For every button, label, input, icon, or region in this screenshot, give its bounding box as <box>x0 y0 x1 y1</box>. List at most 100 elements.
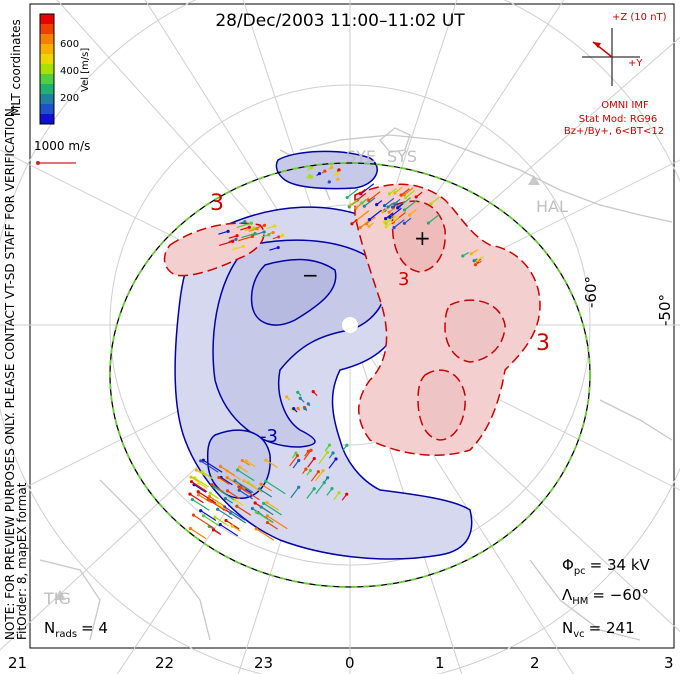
contour-label-pos-1: 3 <box>210 191 224 216</box>
velocity-vector <box>389 207 402 218</box>
velocity-vector-origin <box>472 259 476 263</box>
fit-order-notice: FitOrder: 8, mapEX format <box>15 482 29 640</box>
velocity-vector-origin <box>228 511 233 515</box>
velocity-vector <box>290 486 300 499</box>
velocity-vector-origin <box>358 225 362 230</box>
velocity-vector-origin <box>384 221 388 226</box>
velocity-vector-origin <box>202 514 206 518</box>
velocity-vector <box>192 498 210 511</box>
velocity-vector-origin <box>216 507 220 511</box>
velocity-vector-origin <box>296 406 300 411</box>
imf-vector-head <box>593 42 601 48</box>
velocity-vector-origin <box>265 520 270 525</box>
velocity-vector-origin <box>250 234 254 239</box>
velocity-vectors <box>188 165 484 541</box>
velocity-vector <box>368 209 382 221</box>
pole-marker <box>342 317 358 333</box>
velocity-vector-origin <box>207 494 212 499</box>
velocity-vector <box>234 480 254 493</box>
velocity-vector <box>214 516 229 527</box>
velocity-vector-origin <box>249 221 254 225</box>
velocity-vector-origin <box>264 479 268 483</box>
velocity-vector <box>200 460 219 473</box>
velocity-vector-origin <box>253 501 257 505</box>
velocity-vector-origin <box>326 476 330 480</box>
velocity-vector-origin <box>196 493 201 497</box>
velocity-vector-origin <box>190 497 194 502</box>
velocity-vector-origin <box>247 225 251 229</box>
velocity-vector <box>318 451 328 464</box>
mlt-label-22: 22 <box>155 654 174 672</box>
velocity-vector <box>359 220 370 228</box>
velocity-colorbar: 600 400 200 Vel [m/s] <box>39 13 91 125</box>
velocity-vector-origin <box>345 443 349 447</box>
velocity-vector-origin <box>311 390 315 394</box>
colorbar-cell <box>40 84 54 95</box>
velocity-vector-origin <box>336 177 340 181</box>
velocity-vector-origin <box>276 245 280 250</box>
velocity-vector <box>236 505 252 516</box>
velocity-vector-origin <box>189 480 194 484</box>
velocity-vector <box>255 528 275 541</box>
station-label-sye: SYE <box>346 147 376 166</box>
velocity-vector-origin <box>233 479 237 483</box>
velocity-vector-origin <box>303 406 307 411</box>
mlt-label-2: 2 <box>530 654 540 672</box>
velocity-vector-origin <box>259 482 263 486</box>
velocity-vector <box>315 482 325 495</box>
velocity-vector <box>189 493 204 504</box>
velocity-vector <box>194 477 209 488</box>
velocity-vector-origin <box>234 237 238 242</box>
velocity-vector <box>263 502 283 516</box>
velocity-vector-origin <box>384 216 388 221</box>
velocity-vector-origin <box>390 205 395 209</box>
velocity-vector-origin <box>350 222 354 226</box>
velocity-vector <box>360 183 375 195</box>
velocity-vector-origin <box>192 476 197 480</box>
potential-min-marker: − <box>302 263 319 287</box>
velocity-vector <box>404 199 418 211</box>
velocity-vector-origin <box>367 224 371 229</box>
velocity-vector-origin <box>277 235 281 239</box>
velocity-vector-origin <box>392 226 396 230</box>
velocity-vector-origin <box>362 204 366 208</box>
velocity-vector-origin <box>252 226 256 230</box>
velocity-vector-origin <box>330 165 334 169</box>
velocity-vector <box>241 232 256 239</box>
stat-n-vc: Nvc = 241 <box>562 619 635 640</box>
velocity-vector <box>265 480 286 495</box>
contour-label-pos-2: 3 <box>398 269 409 290</box>
velocity-vector <box>256 511 274 524</box>
velocity-vector-origin <box>235 234 239 238</box>
stats-panel: Φpc = 34 kV ΛHM = −60° Nvc = 241 Nrads = 4 <box>44 556 651 640</box>
velocity-vector-origin <box>230 524 234 528</box>
velocity-vector-origin <box>309 448 313 452</box>
velocity-vector-origin <box>473 263 478 267</box>
velocity-vector <box>267 522 278 530</box>
stat-lambda-hm: ΛHM = −60° <box>562 586 649 607</box>
scale-label: 1000 m/s <box>34 139 90 153</box>
velocity-vector <box>385 216 400 228</box>
velocity-vector <box>306 488 315 499</box>
contour-label-pos-3: 3 <box>536 331 550 356</box>
velocity-vector <box>220 476 233 486</box>
velocity-vector-origin <box>364 222 369 226</box>
velocity-vector-origin <box>306 402 310 406</box>
velocity-vector-origin <box>255 510 259 514</box>
velocity-vector-origin <box>316 470 320 474</box>
velocity-vector-origin <box>402 221 407 225</box>
velocity-vector-origin <box>312 487 316 491</box>
velocity-vector-origin <box>426 221 431 225</box>
velocity-vector-origin <box>237 465 242 469</box>
velocity-vector <box>393 219 405 229</box>
velocity-vector-origin <box>232 498 237 502</box>
velocity-vector-origin <box>322 480 326 485</box>
velocity-vector <box>224 506 246 521</box>
velocity-vector <box>265 459 278 468</box>
velocity-vector-origin <box>241 244 245 249</box>
velocity-vector <box>234 499 244 506</box>
velocity-vector-origin <box>265 501 269 505</box>
velocity-vector <box>238 489 253 500</box>
velocity-vector <box>209 496 225 507</box>
colorbar-cell <box>40 94 54 105</box>
